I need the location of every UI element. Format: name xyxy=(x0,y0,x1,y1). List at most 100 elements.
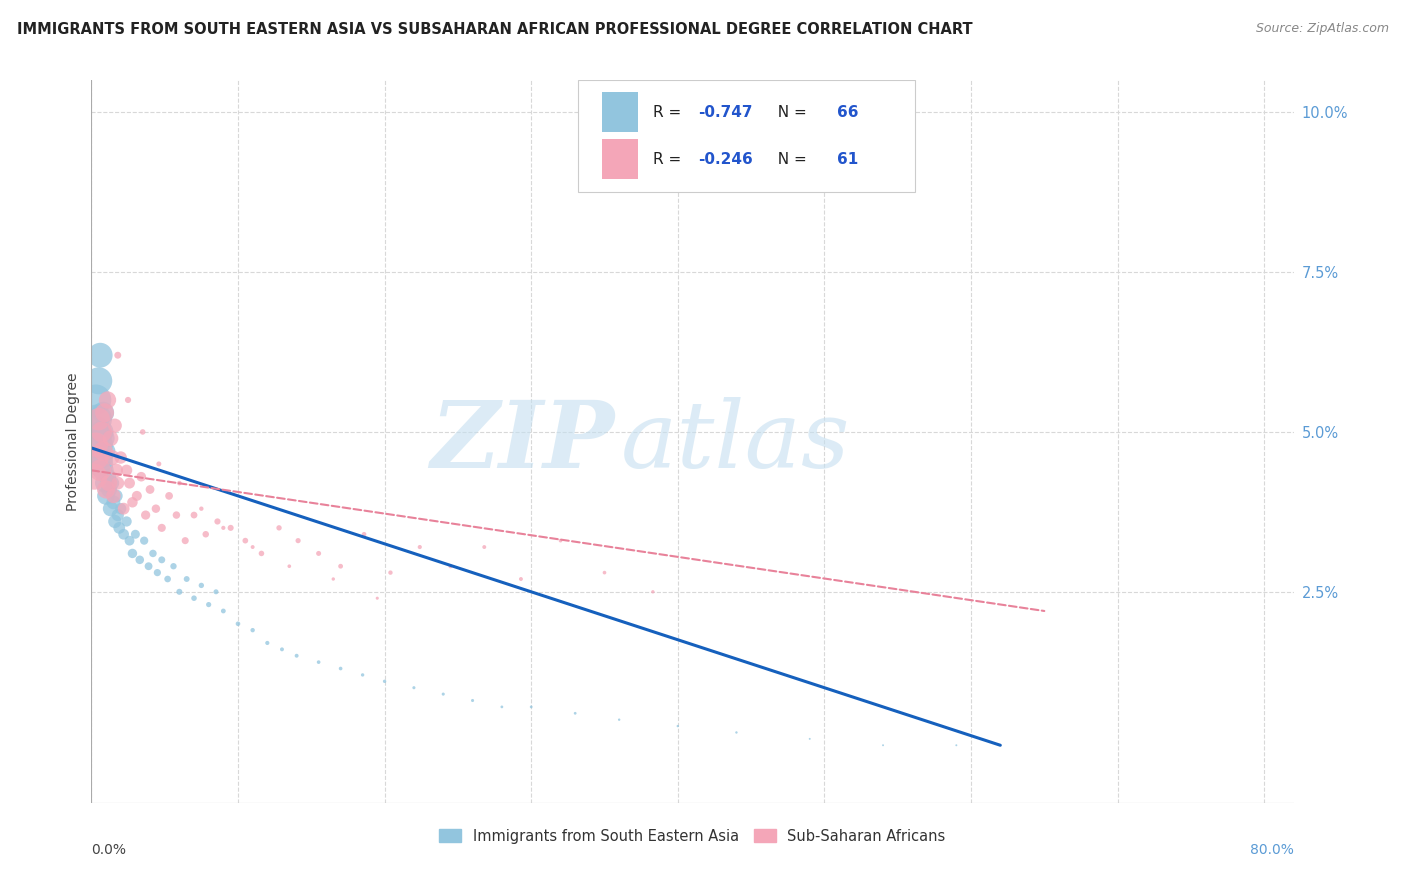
Point xyxy=(135,508,157,522)
Point xyxy=(104,418,127,433)
Point xyxy=(353,527,375,541)
Text: atlas: atlas xyxy=(620,397,849,486)
Point xyxy=(564,706,586,721)
Point xyxy=(329,559,352,574)
Point xyxy=(146,566,169,580)
Point xyxy=(520,699,543,714)
Point xyxy=(725,725,748,739)
Point xyxy=(409,540,432,554)
Text: ZIP: ZIP xyxy=(430,397,614,486)
Point xyxy=(89,457,111,471)
Text: -0.747: -0.747 xyxy=(699,105,754,120)
Point xyxy=(162,559,184,574)
Point xyxy=(308,546,330,560)
Point xyxy=(250,546,273,560)
Text: 80.0%: 80.0% xyxy=(1250,843,1294,856)
Point xyxy=(93,406,115,420)
Point xyxy=(212,521,235,535)
Point xyxy=(90,425,112,439)
Point xyxy=(91,444,114,458)
Point xyxy=(194,527,217,541)
Point xyxy=(156,572,179,586)
Text: 61: 61 xyxy=(837,153,858,168)
Point xyxy=(799,731,821,746)
Point xyxy=(472,540,495,554)
Point xyxy=(112,501,135,516)
Point xyxy=(118,476,141,491)
Text: 66: 66 xyxy=(837,105,858,120)
Point xyxy=(432,687,454,701)
Point xyxy=(550,533,572,548)
Point xyxy=(233,533,256,548)
Point xyxy=(165,508,187,522)
Point xyxy=(142,546,165,560)
Point xyxy=(872,738,894,752)
Point xyxy=(607,713,630,727)
Point xyxy=(100,431,122,445)
Point xyxy=(94,444,117,458)
Point xyxy=(197,598,219,612)
Point xyxy=(150,553,173,567)
Point xyxy=(329,661,352,675)
Point xyxy=(115,463,138,477)
Point xyxy=(110,450,132,465)
Point xyxy=(366,591,388,606)
Text: IMMIGRANTS FROM SOUTH EASTERN ASIA VS SUBSAHARAN AFRICAN PROFESSIONAL DEGREE COR: IMMIGRANTS FROM SOUTH EASTERN ASIA VS SU… xyxy=(17,22,973,37)
Point xyxy=(945,738,967,752)
Point xyxy=(104,515,127,529)
Point xyxy=(308,655,330,669)
Point xyxy=(98,483,121,497)
Point xyxy=(115,515,138,529)
Point xyxy=(105,489,128,503)
Point xyxy=(491,699,513,714)
Point xyxy=(190,578,212,592)
Point xyxy=(93,476,115,491)
Point xyxy=(101,450,124,465)
Point xyxy=(374,674,396,689)
Point xyxy=(157,489,180,503)
Point xyxy=(190,501,212,516)
Point xyxy=(242,623,264,637)
Point xyxy=(183,508,205,522)
Point xyxy=(103,489,125,503)
Point xyxy=(207,515,229,529)
Point xyxy=(84,392,107,407)
Point xyxy=(148,457,170,471)
Point xyxy=(150,521,173,535)
Point xyxy=(121,495,143,509)
Point xyxy=(107,508,129,522)
Point xyxy=(169,476,191,491)
Text: 0.0%: 0.0% xyxy=(91,843,127,856)
FancyBboxPatch shape xyxy=(602,139,638,178)
Point xyxy=(380,566,402,580)
Point xyxy=(89,463,111,477)
Point xyxy=(226,616,249,631)
Text: -0.246: -0.246 xyxy=(699,153,754,168)
Point xyxy=(183,591,205,606)
Point xyxy=(107,348,129,362)
Point xyxy=(121,546,143,560)
Point xyxy=(641,584,664,599)
Point xyxy=(107,476,129,491)
Point xyxy=(96,392,118,407)
Point xyxy=(84,438,107,452)
Point xyxy=(439,559,461,574)
Point xyxy=(131,425,153,439)
Point xyxy=(100,501,122,516)
Point xyxy=(94,489,117,503)
Point xyxy=(666,719,689,733)
Point xyxy=(138,559,160,574)
Point xyxy=(93,431,115,445)
Point xyxy=(91,406,114,420)
Point xyxy=(139,483,162,497)
Point xyxy=(108,521,131,535)
Point xyxy=(101,476,124,491)
Point xyxy=(98,476,121,491)
Point xyxy=(593,566,616,580)
Point xyxy=(87,438,110,452)
Point xyxy=(105,463,128,477)
FancyBboxPatch shape xyxy=(602,92,638,132)
Point xyxy=(118,533,141,548)
Point xyxy=(83,425,105,439)
Point xyxy=(89,348,111,362)
